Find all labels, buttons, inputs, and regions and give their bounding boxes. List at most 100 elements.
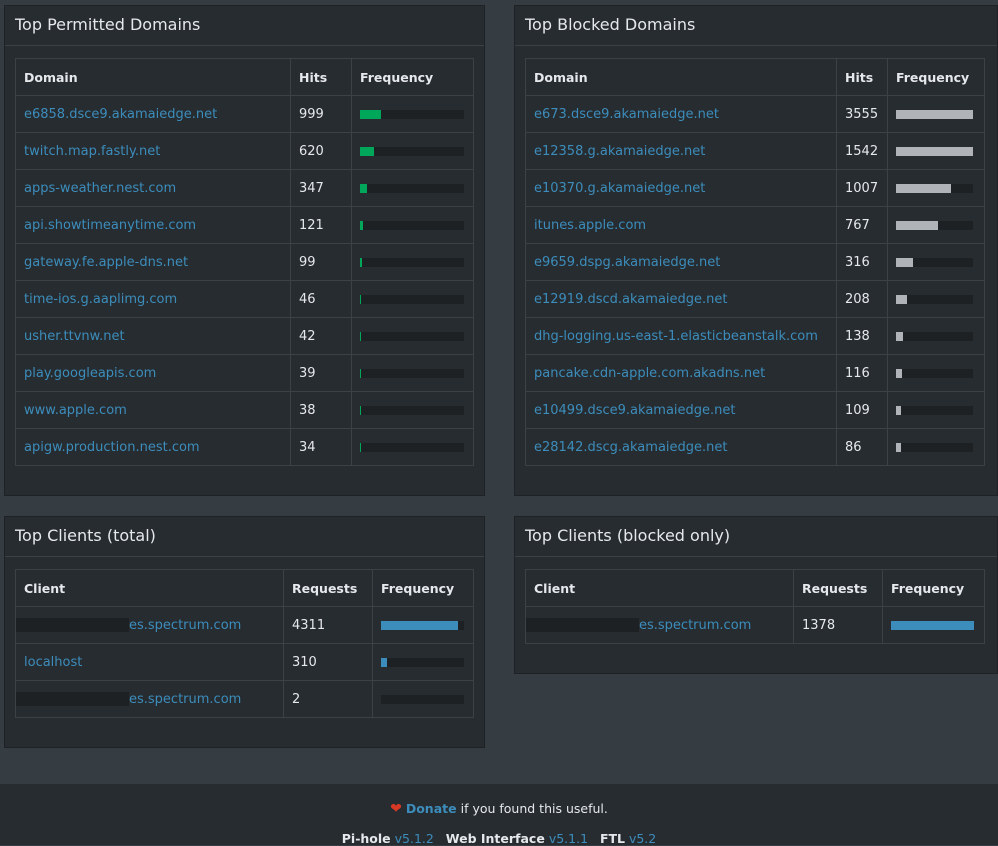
client-cell: es.spectrum.com (525, 606, 794, 644)
frequency-bar-fill (360, 442, 362, 452)
frequency-cell (887, 243, 985, 281)
frequency-bar-fill (360, 183, 368, 193)
requests-cell: 1378 (793, 606, 883, 644)
domain-link[interactable]: e10370.g.akamaiedge.net (534, 180, 706, 196)
domain-link[interactable]: e28142.dscg.akamaiedge.net (534, 439, 728, 455)
top-clients-total-panel: Top Clients (total) Client Requests Freq… (4, 516, 485, 748)
column-header-hits[interactable]: Hits (290, 58, 352, 96)
domain-link[interactable]: api.showtimeanytime.com (24, 217, 197, 233)
frequency-bar-fill (360, 331, 362, 341)
column-header-frequency[interactable]: Frequency (351, 58, 474, 96)
frequency-bar-track (891, 620, 974, 630)
donate-link[interactable]: Donate (405, 801, 457, 816)
pihole-version-link[interactable]: v5.1.2 (394, 831, 434, 846)
column-header-client[interactable]: Client (525, 569, 794, 607)
frequency-bar-track (360, 257, 464, 267)
column-header-frequency[interactable]: Frequency (882, 569, 985, 607)
domain-link[interactable]: e673.dsce9.akamaiedge.net (534, 106, 719, 122)
client-link[interactable]: localhost (24, 654, 83, 670)
column-header-requests[interactable]: Requests (793, 569, 883, 607)
pihole-label: Pi-hole (341, 831, 391, 846)
column-header-domain[interactable]: Domain (15, 58, 291, 96)
column-header-hits[interactable]: Hits (836, 58, 888, 96)
domain-link[interactable]: pancake.cdn-apple.com.akadns.net (534, 365, 766, 381)
ftl-label: FTL (599, 831, 625, 846)
frequency-bar-fill (360, 146, 374, 156)
frequency-bar-track (381, 657, 464, 667)
domain-link[interactable]: www.apple.com (24, 402, 127, 418)
domain-cell: pancake.cdn-apple.com.akadns.net (525, 354, 837, 392)
frequency-bar-track (896, 109, 973, 119)
frequency-cell (887, 169, 985, 207)
column-header-frequency[interactable]: Frequency (887, 58, 985, 96)
column-header-requests[interactable]: Requests (283, 569, 373, 607)
frequency-cell (887, 428, 985, 466)
table-row: dhg-logging.us-east-1.elasticbeanstalk.c… (525, 317, 985, 355)
client-link[interactable]: es.spectrum.com (129, 617, 242, 633)
domain-link[interactable]: apigw.production.nest.com (24, 439, 200, 455)
client-link[interactable]: es.spectrum.com (129, 691, 242, 707)
hits-cell: 46 (290, 280, 352, 318)
ftl-version-link[interactable]: v5.2 (628, 831, 657, 846)
client-cell: es.spectrum.com (15, 606, 284, 644)
blocked-domains-table: Domain Hits Frequency e673.dsce9.akamaie… (525, 58, 985, 466)
table-row: e673.dsce9.akamaiedge.net 3555 (525, 95, 985, 133)
hits-cell: 3555 (836, 95, 888, 133)
domain-link[interactable]: time-ios.g.aaplimg.com (24, 291, 178, 307)
frequency-bar-fill (360, 257, 363, 267)
requests-cell: 2 (283, 680, 373, 718)
domain-cell: gateway.fe.apple-dns.net (15, 243, 291, 281)
frequency-cell (351, 169, 474, 207)
frequency-bar-fill (381, 620, 459, 630)
domain-link[interactable]: e6858.dsce9.akamaiedge.net (24, 106, 218, 122)
frequency-bar-track (896, 405, 973, 415)
frequency-bar-fill (896, 183, 952, 193)
versions-line: Pi-hole v5.1.2 Web Interface v5.1.1 FTL … (0, 831, 998, 846)
table-row: e10499.dsce9.akamaiedge.net 109 (525, 391, 985, 429)
hits-cell: 1542 (836, 132, 888, 170)
domain-cell: api.showtimeanytime.com (15, 206, 291, 244)
web-interface-version-link[interactable]: v5.1.1 (548, 831, 589, 846)
frequency-cell (882, 606, 985, 644)
frequency-cell (887, 317, 985, 355)
column-header-client[interactable]: Client (15, 569, 284, 607)
frequency-bar-track (360, 405, 464, 415)
permitted-domains-body: e6858.dsce9.akamaiedge.net 999 twitch.map.… (15, 95, 474, 466)
frequency-bar-track (896, 220, 973, 230)
panel-title: Top Clients (blocked only) (515, 517, 997, 557)
frequency-bar-track (360, 368, 464, 378)
client-link[interactable]: es.spectrum.com (639, 617, 752, 633)
hits-cell: 208 (836, 280, 888, 318)
requests-cell: 310 (283, 643, 373, 681)
hits-cell: 316 (836, 243, 888, 281)
frequency-bar-fill (896, 405, 902, 415)
domain-cell: play.googleapis.com (15, 354, 291, 392)
client-cell: es.spectrum.com (15, 680, 284, 718)
domain-link[interactable]: dhg-logging.us-east-1.elasticbeanstalk.c… (534, 328, 818, 344)
hits-cell: 347 (290, 169, 352, 207)
domain-link[interactable]: apps-weather.nest.com (24, 180, 177, 196)
domain-link[interactable]: e12358.g.akamaiedge.net (534, 143, 706, 159)
domain-link[interactable]: e12919.dscd.akamaiedge.net (534, 291, 728, 307)
domain-link[interactable]: e9659.dspg.akamaiedge.net (534, 254, 721, 270)
table-row: localhost 310 (15, 643, 474, 681)
hits-cell: 999 (290, 95, 352, 133)
domain-link[interactable]: twitch.map.fastly.net (24, 143, 161, 159)
frequency-bar-fill (896, 442, 901, 452)
column-header-frequency[interactable]: Frequency (372, 569, 474, 607)
domain-link[interactable]: play.googleapis.com (24, 365, 157, 381)
table-row: pancake.cdn-apple.com.akadns.net 116 (525, 354, 985, 392)
domain-link[interactable]: itunes.apple.com (534, 217, 647, 233)
domain-cell: itunes.apple.com (525, 206, 837, 244)
frequency-bar-fill (891, 620, 974, 630)
domain-link[interactable]: gateway.fe.apple-dns.net (24, 254, 189, 270)
domain-link[interactable]: usher.ttvnw.net (24, 328, 125, 344)
frequency-bar-track (896, 257, 973, 267)
domain-cell: e6858.dsce9.akamaiedge.net (15, 95, 291, 133)
hits-cell: 42 (290, 317, 352, 355)
table-row: itunes.apple.com 767 (525, 206, 985, 244)
clients-total-body: es.spectrum.com 4311 localhost 310 es.spectr… (15, 606, 474, 718)
frequency-bar-track (360, 183, 464, 193)
column-header-domain[interactable]: Domain (525, 58, 837, 96)
domain-link[interactable]: e10499.dsce9.akamaiedge.net (534, 402, 736, 418)
